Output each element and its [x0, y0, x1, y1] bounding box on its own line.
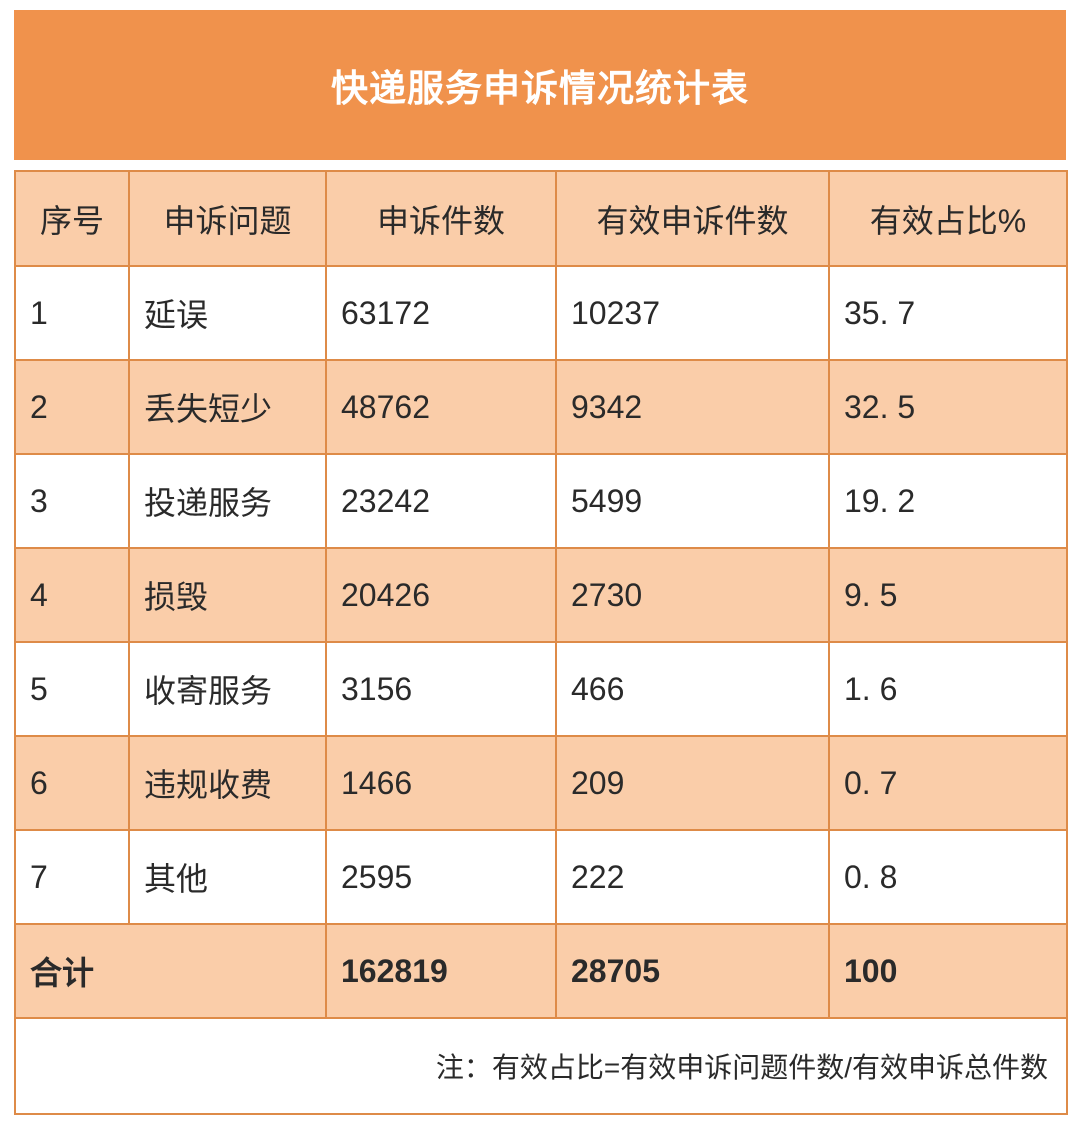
cell-pct: 19. 2: [828, 453, 1068, 549]
cell-no: 6: [14, 735, 130, 831]
cell-pct: 9. 5: [828, 547, 1068, 643]
complaint-stats-table: 序号 申诉问题 申诉件数 有效申诉件数 有效占比% 1 延误 63172 102…: [14, 170, 1068, 1115]
total-row: 合计 162819 28705 100: [14, 923, 1068, 1019]
cell-valid: 9342: [555, 359, 830, 455]
table-row: 3 投递服务 23242 5499 19. 2: [14, 453, 1068, 549]
cell-pct: 0. 7: [828, 735, 1068, 831]
cell-no: 7: [14, 829, 130, 925]
table-row: 5 收寄服务 3156 466 1. 6: [14, 641, 1068, 737]
cell-issue: 其他: [128, 829, 327, 925]
table-row: 1 延误 63172 10237 35. 7: [14, 265, 1068, 361]
cell-no: 3: [14, 453, 130, 549]
cell-pct: 0. 8: [828, 829, 1068, 925]
header-cell-issue: 申诉问题: [128, 170, 327, 267]
cell-issue: 损毁: [128, 547, 327, 643]
cell-pct: 35. 7: [828, 265, 1068, 361]
table-title-bar: 快递服务申诉情况统计表: [14, 10, 1066, 160]
cell-valid: 466: [555, 641, 830, 737]
header-cell-no: 序号: [14, 170, 130, 267]
page-title: 快递服务申诉情况统计表: [331, 68, 749, 109]
header-row: 序号 申诉问题 申诉件数 有效申诉件数 有效占比%: [14, 170, 1068, 267]
cell-count: 1466: [325, 735, 557, 831]
cell-no: 1: [14, 265, 130, 361]
header-cell-count: 申诉件数: [325, 170, 557, 267]
cell-count: 48762: [325, 359, 557, 455]
cell-no: 5: [14, 641, 130, 737]
cell-valid: 222: [555, 829, 830, 925]
table-note: 注：有效占比=有效申诉问题件数/有效申诉总件数: [14, 1017, 1068, 1115]
cell-count: 2595: [325, 829, 557, 925]
total-valid: 28705: [555, 923, 830, 1019]
total-count: 162819: [325, 923, 557, 1019]
header-cell-valid: 有效申诉件数: [555, 170, 830, 267]
total-pct: 100: [828, 923, 1068, 1019]
cell-valid: 2730: [555, 547, 830, 643]
cell-count: 20426: [325, 547, 557, 643]
table-row: 4 损毁 20426 2730 9. 5: [14, 547, 1068, 643]
table-row: 7 其他 2595 222 0. 8: [14, 829, 1068, 925]
cell-no: 4: [14, 547, 130, 643]
cell-count: 3156: [325, 641, 557, 737]
cell-issue: 违规收费: [128, 735, 327, 831]
cell-count: 63172: [325, 265, 557, 361]
cell-valid: 5499: [555, 453, 830, 549]
cell-no: 2: [14, 359, 130, 455]
cell-issue: 投递服务: [128, 453, 327, 549]
table-row: 2 丢失短少 48762 9342 32. 5: [14, 359, 1068, 455]
note-row: 注：有效占比=有效申诉问题件数/有效申诉总件数: [14, 1017, 1068, 1115]
header-cell-pct: 有效占比%: [828, 170, 1068, 267]
total-label: 合计: [14, 923, 327, 1019]
cell-issue: 收寄服务: [128, 641, 327, 737]
cell-valid: 209: [555, 735, 830, 831]
cell-issue: 延误: [128, 265, 327, 361]
cell-issue: 丢失短少: [128, 359, 327, 455]
table-row: 6 违规收费 1466 209 0. 7: [14, 735, 1068, 831]
cell-valid: 10237: [555, 265, 830, 361]
cell-pct: 32. 5: [828, 359, 1068, 455]
cell-pct: 1. 6: [828, 641, 1068, 737]
cell-count: 23242: [325, 453, 557, 549]
